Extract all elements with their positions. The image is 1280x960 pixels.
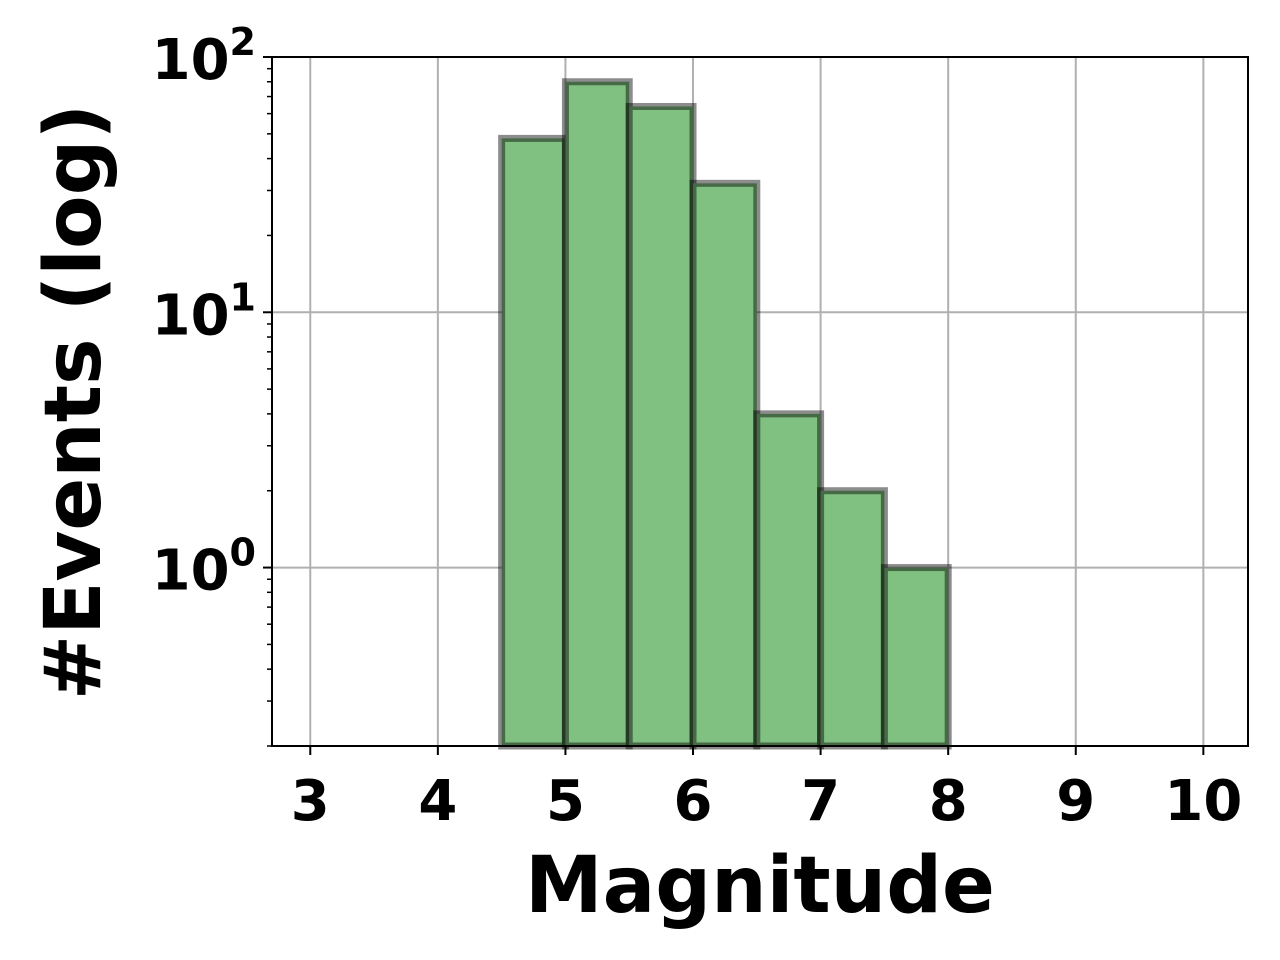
histogram-bar [561, 78, 633, 750]
y-tick-label: 100 [152, 531, 256, 604]
y-axis-ticks: 100 101 102 [152, 20, 272, 604]
x-tick-label: 9 [1056, 769, 1095, 834]
histogram-bar [880, 564, 952, 750]
plot-frame [271, 56, 1249, 747]
y-tick-label: 102 [152, 20, 256, 93]
histogram-bars [498, 78, 952, 750]
x-tick-label: 6 [674, 769, 713, 834]
y-tick-label: 101 [152, 275, 256, 348]
x-axis-label: Magnitude [525, 841, 995, 931]
x-tick-label: 10 [1164, 769, 1242, 834]
x-tick-label: 7 [801, 769, 840, 834]
x-tick-label: 5 [546, 769, 585, 834]
histogram-bar [625, 102, 697, 750]
y-axis-label: #Events (log) [29, 104, 119, 700]
histogram-bar [689, 179, 761, 750]
x-tick-label: 3 [291, 769, 330, 834]
x-axis-ticks: 3 4 5 6 7 8 9 10 [291, 746, 1242, 834]
x-tick-label: 4 [418, 769, 457, 834]
histogram-bar [498, 134, 569, 750]
histogram-bar [753, 410, 825, 750]
histogram-bar [817, 487, 888, 750]
x-tick-label: 8 [929, 769, 968, 834]
